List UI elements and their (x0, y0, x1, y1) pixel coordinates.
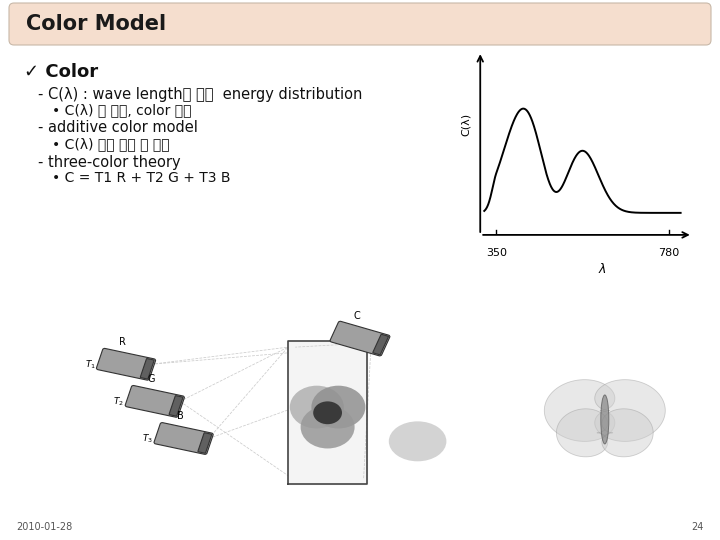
Ellipse shape (389, 421, 446, 461)
Polygon shape (544, 380, 615, 441)
Polygon shape (595, 380, 665, 441)
Text: 780: 780 (658, 248, 679, 258)
FancyBboxPatch shape (373, 334, 388, 355)
Text: • C = T1 R + T2 G + T3 B: • C = T1 R + T2 G + T3 B (52, 171, 230, 185)
Ellipse shape (300, 406, 354, 448)
Text: $T_3$: $T_3$ (142, 432, 153, 445)
Text: $T_2$: $T_2$ (113, 395, 125, 408)
FancyBboxPatch shape (96, 348, 156, 380)
FancyBboxPatch shape (125, 386, 184, 417)
Text: - additive color model: - additive color model (38, 120, 198, 136)
FancyBboxPatch shape (9, 3, 711, 45)
FancyBboxPatch shape (140, 359, 154, 379)
Text: C: C (353, 312, 360, 321)
Text: 350: 350 (486, 248, 507, 258)
Text: 24: 24 (692, 522, 704, 532)
Text: • C(λ) 에 따라, color 결정: • C(λ) 에 따라, color 결정 (52, 103, 192, 117)
FancyBboxPatch shape (169, 396, 183, 416)
Polygon shape (602, 409, 653, 457)
Text: Color Model: Color Model (26, 14, 166, 34)
Text: • C(λ) 끼리 더할 수 있음: • C(λ) 끼리 더할 수 있음 (52, 137, 170, 151)
Text: 2010-01-28: 2010-01-28 (16, 522, 72, 532)
Text: - three-color theory: - three-color theory (38, 154, 181, 170)
FancyBboxPatch shape (330, 321, 390, 356)
Text: R: R (119, 337, 126, 347)
Text: G: G (148, 374, 155, 384)
Text: ✓ Color: ✓ Color (24, 63, 98, 81)
FancyBboxPatch shape (154, 423, 213, 454)
Text: - C(λ) : wave length에 대한  energy distribution: - C(λ) : wave length에 대한 energy distribu… (38, 86, 362, 102)
Polygon shape (557, 409, 608, 457)
Ellipse shape (600, 395, 609, 444)
Text: B: B (176, 411, 184, 421)
Ellipse shape (311, 386, 365, 429)
Ellipse shape (289, 386, 344, 429)
Polygon shape (288, 341, 367, 484)
Text: C(λ): C(λ) (462, 112, 471, 136)
FancyBboxPatch shape (198, 433, 212, 453)
Text: λ: λ (599, 263, 606, 276)
Text: $T_1$: $T_1$ (84, 358, 96, 370)
Ellipse shape (313, 401, 342, 424)
